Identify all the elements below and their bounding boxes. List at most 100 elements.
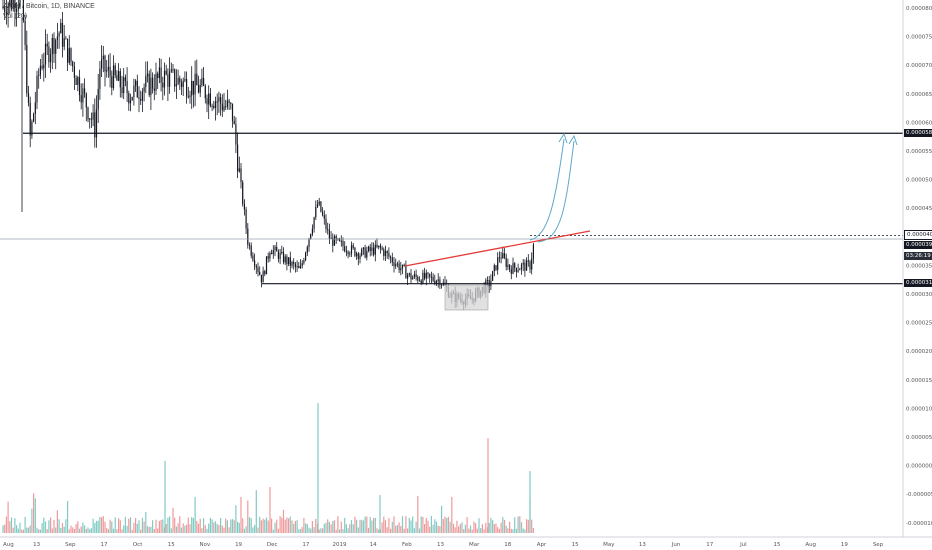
volume-bar: [19, 522, 21, 533]
candle-body: [418, 280, 421, 282]
candle-body: [162, 82, 164, 88]
candle-body: [367, 246, 370, 252]
volume-bar: [169, 516, 171, 533]
volume-bar: [400, 526, 402, 533]
candle-body: [269, 252, 271, 259]
candle-body: [16, 9, 18, 12]
candle-body: [328, 229, 330, 239]
volume-bar: [5, 516, 7, 533]
time-tick-label: 13: [639, 542, 646, 548]
volume-bar: [155, 519, 157, 533]
candle-body: [160, 67, 162, 83]
candle-body: [495, 265, 497, 270]
time-axis[interactable]: Aug 13 Sep 17 Oct 15 Nov 19 Dec 17 2019 14 Feb 13 Mar 1…: [3, 542, 884, 548]
candle-body: [177, 77, 179, 85]
volume-bar: [371, 520, 373, 533]
candle-body: [441, 284, 443, 286]
volume-bar: [61, 523, 64, 533]
candle-body: [63, 38, 65, 47]
volume-bar: [26, 527, 28, 533]
volume-bar: [328, 521, 330, 533]
time-tick-label: Aug: [3, 542, 14, 548]
volume-bar: [141, 517, 143, 533]
candle-body: [19, 0, 21, 7]
candle-body: [12, 0, 14, 9]
candle-body: [260, 274, 262, 283]
candle-body: [87, 107, 89, 120]
candle-body: [439, 279, 441, 286]
candle-body: [522, 262, 524, 265]
volume-bar: [391, 521, 393, 533]
volume-bar: [145, 512, 147, 533]
volume-bar: [298, 529, 300, 533]
candle-body: [301, 263, 303, 266]
candle-body: [408, 273, 410, 275]
candle-body: [131, 97, 133, 100]
candle-body: [316, 204, 319, 207]
volume-bar: [306, 523, 308, 533]
candle-body: [129, 99, 132, 104]
candle-body: [223, 106, 225, 111]
candle-body: [250, 245, 252, 256]
volume-bar: [140, 529, 142, 533]
volume-bar: [340, 521, 342, 533]
candle-body: [519, 269, 521, 271]
volume-bar: [520, 522, 523, 533]
volume-bar: [78, 528, 81, 533]
volume-bar: [461, 522, 463, 533]
volume-bars: [2, 403, 534, 533]
candle-body: [51, 37, 53, 55]
candle-body: [33, 114, 35, 122]
candle-body: [424, 272, 426, 279]
candle-body: [237, 144, 239, 172]
candle-body: [410, 273, 412, 280]
candle-body: [532, 244, 534, 259]
candle-body: [106, 70, 108, 72]
candle-body: [432, 276, 434, 281]
candle-body: [225, 106, 227, 108]
candle-body: [390, 256, 392, 258]
volume-bar: [67, 500, 69, 533]
volume-bar: [294, 520, 296, 533]
candle-body: [293, 262, 295, 264]
volume-bar: [36, 527, 38, 533]
volume-bar: [451, 496, 453, 533]
volume-bar: [509, 521, 511, 533]
volume-bar: [55, 527, 57, 533]
volume-bar: [350, 520, 353, 533]
volume-bar: [388, 518, 390, 533]
volume-bar: [257, 527, 259, 533]
candle-body: [398, 263, 400, 271]
candle-body: [384, 251, 387, 256]
candle-body: [196, 73, 198, 86]
volume-bar: [90, 528, 92, 533]
candle-body: [357, 253, 359, 259]
candle-body: [146, 73, 149, 77]
volume-bar: [427, 520, 429, 533]
volume-bar: [95, 520, 98, 533]
time-tick-label: Apr: [537, 542, 547, 548]
candle-body: [359, 255, 361, 259]
volume-bar: [271, 518, 273, 533]
volume-bar: [291, 520, 293, 533]
volume-bar: [459, 524, 461, 533]
candle-body: [238, 168, 240, 172]
candle-body: [509, 264, 511, 270]
volume-bar: [240, 497, 242, 533]
candle-body: [126, 80, 128, 94]
time-tick-label: Jul: [739, 542, 747, 548]
drawing-annotations[interactable]: [0, 132, 903, 311]
candle-body: [381, 247, 383, 250]
volume-bar: [223, 527, 225, 533]
volume-bar: [41, 523, 43, 533]
candle-body: [163, 70, 166, 88]
volume-bar: [267, 520, 269, 533]
volume-bar: [231, 519, 234, 533]
volume-bar: [82, 522, 84, 533]
